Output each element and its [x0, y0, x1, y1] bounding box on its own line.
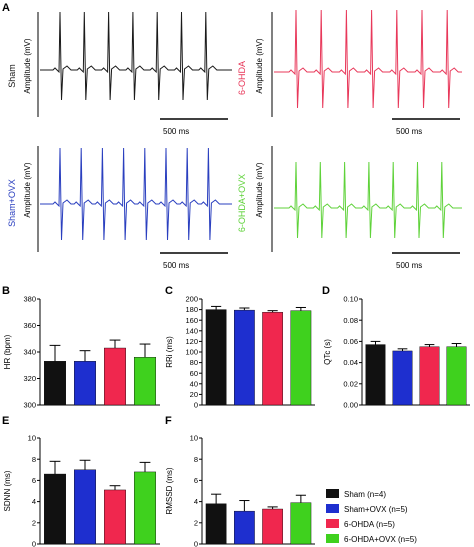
- panel-letter-e: E: [2, 415, 9, 427]
- bar-d-4: [446, 346, 467, 406]
- y-tick-label: 340: [23, 348, 36, 357]
- bar-chart-d: 0.00 0.02 0.04 0.06 0.08 0.10 QTc (s): [323, 295, 470, 410]
- panel-letter-d: D: [322, 285, 330, 297]
- legend-swatch-6ohda: [326, 519, 339, 528]
- y-tick-label: 8: [32, 455, 36, 464]
- y-axis-label: RRi (ms): [165, 336, 174, 368]
- bar-e-4: [133, 471, 156, 545]
- panel-letter-b: B: [2, 285, 10, 297]
- y-tick-label: 300: [23, 401, 36, 410]
- bar-e-2: [73, 469, 96, 545]
- y-tick-label: 2: [194, 518, 198, 527]
- bar-b-3: [103, 347, 126, 406]
- y-tick-label: 6: [194, 476, 198, 485]
- ecg-group-label-6ohda: 6-OHDA: [237, 61, 247, 95]
- ecg-trace-6ohda: [274, 9, 462, 109]
- y-tick-label: 0.10: [343, 295, 358, 304]
- y-tick-label: 80: [190, 358, 198, 367]
- bar-c-4: [290, 310, 312, 406]
- legend-label-sham-ovx: Sham+OVX (n=5): [344, 505, 408, 514]
- y-tick-label: 0.04: [343, 358, 358, 367]
- legend: Sham (n=4) Sham+OVX (n=5) 6-OHDA (n=5) 6…: [326, 489, 417, 544]
- ecg-group-label-sham: Sham: [7, 64, 17, 88]
- panel-letter-a: A: [2, 2, 10, 14]
- y-tick-label: 380: [23, 295, 36, 304]
- bar-f-2: [234, 510, 255, 545]
- y-tick-label: 0.00: [343, 401, 358, 410]
- bar-b-1: [44, 361, 67, 406]
- scale-bar-label: 500 ms: [163, 127, 189, 136]
- bar-c-1: [205, 309, 227, 406]
- bar-f-1: [205, 503, 227, 545]
- legend-swatch-6ohda-ovx: [326, 534, 339, 543]
- y-axis-label: SDNN (ms): [3, 470, 12, 511]
- y-tick-label: 4: [194, 497, 198, 506]
- y-tick-label: 10: [28, 434, 36, 443]
- legend-label-sham: Sham (n=4): [344, 490, 386, 499]
- y-tick-label: 6: [32, 476, 36, 485]
- scale-bar-label: 500 ms: [396, 261, 422, 270]
- bar-e-1: [44, 473, 67, 545]
- legend-label-6ohda: 6-OHDA (n=5): [344, 520, 395, 529]
- ecg-group-label-sham-ovx: Sham+OVX: [7, 179, 17, 227]
- panel-letter-f: F: [165, 415, 172, 427]
- y-tick-label: 2: [32, 518, 36, 527]
- y-tick-label: 0.06: [343, 337, 358, 346]
- bar-d-1: [365, 344, 386, 406]
- y-axis-label: RMSSD (ms): [165, 467, 174, 514]
- y-tick-label: 10: [190, 434, 198, 443]
- legend-swatch-sham-ovx: [326, 504, 339, 513]
- y-axis-label: HR (bpm): [3, 334, 12, 369]
- y-tick-label: 120: [185, 337, 198, 346]
- bar-chart-e: 0 2 4 6 8 10 SDNN (ms): [3, 434, 160, 547]
- y-tick-label: 0: [32, 540, 36, 547]
- ecg-amplitude-label: Amplitude (mV): [255, 38, 264, 93]
- y-tick-label: 0: [194, 540, 198, 547]
- y-tick-label: 0.08: [343, 316, 358, 325]
- y-tick-label: 140: [185, 326, 198, 335]
- ecg-amplitude-label: Amplitude (mV): [23, 38, 32, 93]
- y-tick-label: 360: [23, 321, 36, 330]
- scale-bar-label: 500 ms: [163, 261, 189, 270]
- ecg-trace-sham: [40, 11, 232, 101]
- bar-f-4: [290, 502, 312, 545]
- ecg-amplitude-label: Amplitude (mV): [23, 162, 32, 217]
- bar-b-4: [133, 357, 156, 406]
- bar-d-2: [392, 350, 413, 406]
- y-tick-label: 320: [23, 374, 36, 383]
- bar-chart-b: 300 320 340 360 380 HR (bpm): [3, 295, 160, 410]
- y-tick-label: 4: [32, 497, 36, 506]
- ecg-trace-sham-ovx: [40, 147, 232, 241]
- y-tick-label: 0.02: [343, 379, 358, 388]
- ecg-amplitude-label: Amplitude (mV): [255, 162, 264, 217]
- bar-c-3: [262, 312, 283, 406]
- bar-d-3: [419, 346, 440, 406]
- y-tick-label: 60: [190, 369, 198, 378]
- bar-e-3: [103, 489, 126, 545]
- y-tick-label: 0: [194, 401, 198, 410]
- y-tick-label: 20: [190, 390, 198, 399]
- y-tick-label: 180: [185, 305, 198, 314]
- y-tick-label: 200: [185, 295, 198, 304]
- bar-c-2: [234, 309, 255, 406]
- panel-letter-c: C: [165, 285, 173, 297]
- ecg-group-label-6ohda-ovx: 6-OHDA+OVX: [237, 174, 247, 232]
- bar-f-3: [262, 508, 283, 545]
- ecg-trace-6ohda-ovx: [274, 161, 462, 239]
- bar-chart-f: 0 2 4 6 8 10 RMSSD (ms): [165, 434, 315, 547]
- y-tick-label: 40: [190, 379, 198, 388]
- legend-swatch-sham: [326, 489, 339, 498]
- scale-bar-label: 500 ms: [396, 127, 422, 136]
- y-tick-label: 100: [185, 348, 198, 357]
- y-tick-label: 160: [185, 316, 198, 325]
- bar-b-2: [73, 361, 96, 406]
- y-tick-label: 8: [194, 455, 198, 464]
- legend-label-6ohda-ovx: 6-OHDA+OVX (n=5): [344, 535, 417, 544]
- y-axis-label: QTc (s): [323, 339, 332, 365]
